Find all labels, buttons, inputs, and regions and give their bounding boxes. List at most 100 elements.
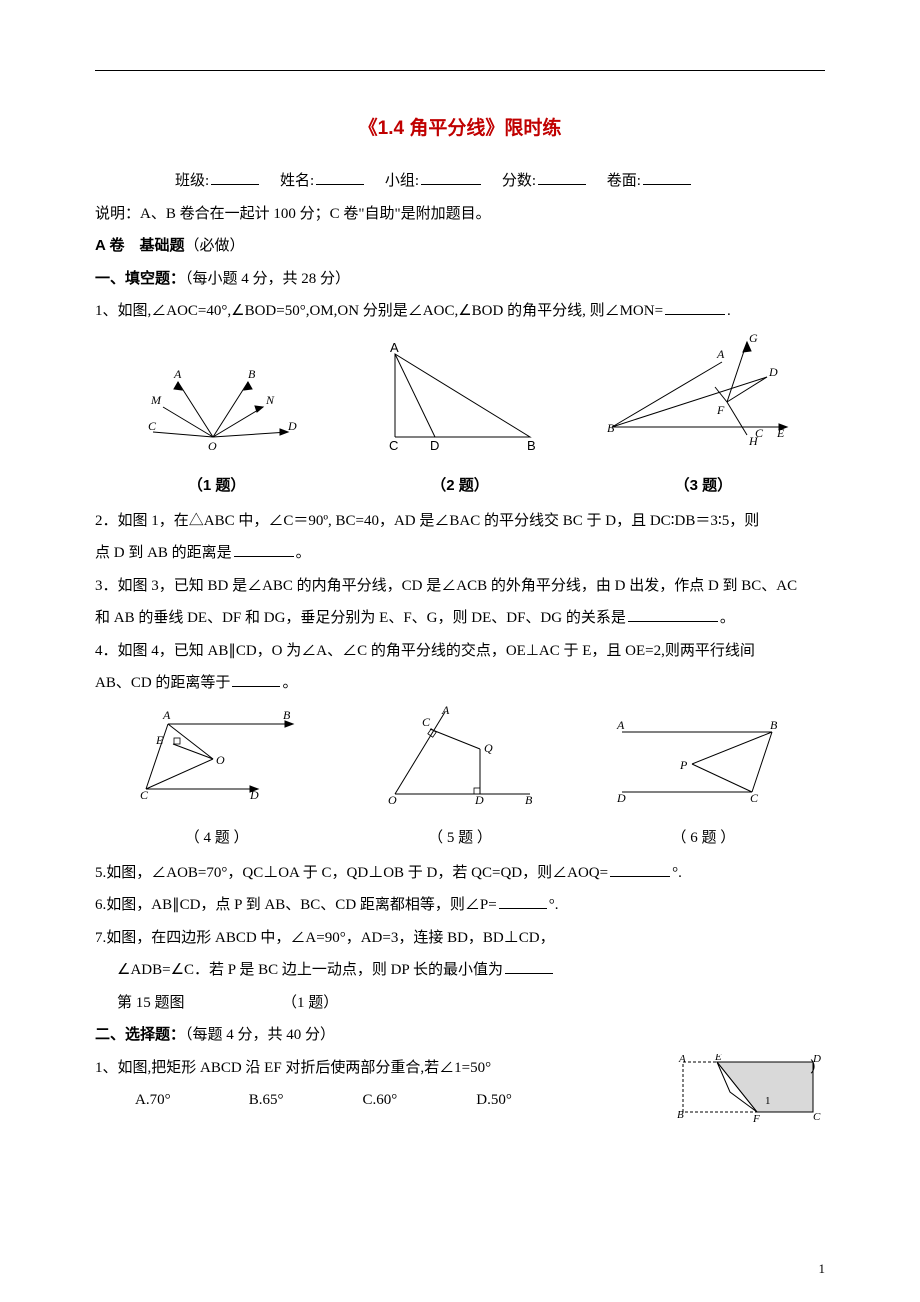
figure-row-1: A B M N C D O A C D xyxy=(105,332,815,463)
fill-heading-rest: （每小题 4 分，共 28 分） xyxy=(185,271,350,287)
section-a-bold: A 卷 基础题 xyxy=(95,237,184,254)
section-a-heading: A 卷 基础题（必做） xyxy=(95,232,825,261)
page-number: 1 xyxy=(819,1257,826,1282)
svg-text:A: A xyxy=(716,347,725,361)
figure-4: A B C D E O xyxy=(105,704,342,815)
svg-text:M: M xyxy=(150,393,162,407)
figure-5: A O B C Q D xyxy=(342,704,579,815)
svg-text:D: D xyxy=(287,419,297,433)
opt-a: A.70° xyxy=(135,1086,245,1115)
figure-captions-2: （ 4 题 ） （ 5 题 ） （ 6 题 ） xyxy=(95,824,825,853)
fill-q4-tail: 。 xyxy=(282,675,297,691)
svg-text:C: C xyxy=(422,715,431,729)
choice-q1-row: A E D B F C 1 1、如图,把矩形 ABCD 沿 EF 对折后使两部分… xyxy=(95,1054,825,1135)
cap-4: （ 4 题 ） xyxy=(95,824,338,853)
svg-text:D: D xyxy=(430,438,439,452)
cap-1: （1 题） xyxy=(95,472,338,501)
svg-text:C: C xyxy=(389,438,398,452)
cap-2: （2 题） xyxy=(338,472,581,501)
svg-text:D: D xyxy=(249,788,259,802)
doc-title: 《1.4 角平分线》限时练 xyxy=(95,111,825,147)
fill-q4-blank xyxy=(232,671,280,687)
fill-q6-blank xyxy=(499,893,547,909)
face-label: 卷面: xyxy=(607,173,641,189)
svg-text:D: D xyxy=(768,365,778,379)
fill-q7b-line: ∠ADB=∠C．若 P 是 BC 边上一动点，则 DP 长的最小值为 xyxy=(95,956,825,985)
score-label: 分数: xyxy=(502,173,536,189)
fill-q3-tail: 。 xyxy=(720,610,735,626)
figure-2: A C D B xyxy=(342,342,579,463)
fill-q7a: 7.如图，在四边形 ABCD 中，∠A=90°，AD=3，连接 BD，BD⊥CD… xyxy=(95,924,825,953)
svg-text:1: 1 xyxy=(765,1095,771,1107)
section-a-rest: （必做） xyxy=(184,238,244,254)
svg-text:O: O xyxy=(216,753,225,767)
svg-text:F: F xyxy=(716,403,725,417)
opt-b: B.65° xyxy=(249,1086,359,1115)
fill-heading-bold: 一、填空题： xyxy=(95,270,185,287)
svg-text:C: C xyxy=(755,426,764,440)
student-info-line: 班级: 姓名: 小组: 分数: 卷面: xyxy=(95,167,825,196)
svg-text:Q: Q xyxy=(484,741,493,755)
face-blank xyxy=(643,169,691,185)
fill-q7b: ∠ADB=∠C．若 P 是 BC 边上一动点，则 DP 长的最小值为 xyxy=(117,962,503,978)
svg-text:E: E xyxy=(714,1054,722,1063)
choice-q1: 1、如图,把矩形 ABCD 沿 EF 对折后使两部分重合,若∠1=50° xyxy=(95,1060,491,1076)
svg-text:C: C xyxy=(148,419,157,433)
svg-text:P: P xyxy=(679,758,688,772)
fill-q6-tail: °. xyxy=(549,897,559,913)
name-label: 姓名: xyxy=(280,173,314,189)
figure-3: B A D G F H C E xyxy=(578,332,815,463)
fill-q1: 1、如图,∠AOC=40°,∠BOD=50°,OM,ON 分别是∠AOC,∠BO… xyxy=(95,297,825,326)
group-blank xyxy=(421,169,481,185)
fill-q5-blank xyxy=(610,861,670,877)
svg-text:A: A xyxy=(162,708,171,722)
svg-text:C: C xyxy=(813,1111,821,1123)
fill-q6: 6.如图，AB∥CD，点 P 到 AB、BC、CD 距离都相等，则∠P= xyxy=(95,897,497,913)
svg-text:O: O xyxy=(388,793,397,804)
fill-q3b-line: 和 AB 的垂线 DE、DF 和 DG，垂足分别为 E、F、G，则 DE、DF、… xyxy=(95,604,825,633)
name-blank xyxy=(316,169,364,185)
fill-q4a: 4．如图 4，已知 AB∥CD，O 为∠A、∠C 的角平分线的交点，OE⊥AC … xyxy=(95,637,825,666)
fill-q3b: 和 AB 的垂线 DE、DF 和 DG，垂足分别为 E、F、G，则 DE、DF、… xyxy=(95,610,626,626)
svg-text:C: C xyxy=(140,788,149,802)
fill-q7c-line: 第 15 题图 （1 题） xyxy=(95,989,825,1018)
fill-q4b-line: AB、CD 的距离等于。 xyxy=(95,669,825,698)
svg-text:G: G xyxy=(749,332,758,345)
svg-text:A: A xyxy=(616,718,625,732)
fill-q2-tail: 。 xyxy=(296,545,311,561)
fill-q7c-a: 第 15 题图 xyxy=(117,995,185,1011)
svg-text:B: B xyxy=(283,708,291,722)
svg-text:B: B xyxy=(677,1109,684,1121)
svg-text:E: E xyxy=(776,426,785,440)
fill-q1-blank xyxy=(665,299,725,315)
fill-q2b-line: 点 D 到 AB 的距离是 。 xyxy=(95,539,825,568)
svg-text:D: D xyxy=(474,793,484,804)
figure-captions-1: （1 题） （2 题） （3 题） xyxy=(95,472,825,501)
fill-q1-tail: . xyxy=(727,303,731,319)
svg-text:C: C xyxy=(750,791,759,804)
note: 说明：A、B 卷合在一起计 100 分；C 卷"自助"是附加题目。 xyxy=(95,200,825,229)
svg-text:A: A xyxy=(173,367,182,381)
figure-1: A B M N C D O xyxy=(105,362,342,463)
choice-q1-paren: ） xyxy=(810,1054,825,1083)
fill-q2b: 点 D 到 AB 的距离是 xyxy=(95,545,232,561)
figure-6: A B D C P xyxy=(578,714,815,815)
fill-heading: 一、填空题：（每小题 4 分，共 28 分） xyxy=(95,265,825,294)
fill-q3-blank xyxy=(628,606,718,622)
fill-q5-tail: °. xyxy=(672,865,682,881)
cap-5: （ 5 题 ） xyxy=(338,824,581,853)
class-blank xyxy=(211,169,259,185)
top-rule xyxy=(95,70,825,71)
fill-q2-blank xyxy=(234,541,294,557)
fill-q5-line: 5.如图，∠AOB=70°，QC⊥OA 于 C，QD⊥OB 于 D，若 QC=Q… xyxy=(95,859,825,888)
fill-q7-blank xyxy=(505,958,553,974)
svg-text:A: A xyxy=(678,1054,686,1065)
fill-q1-text: 1、如图,∠AOC=40°,∠BOD=50°,OM,ON 分别是∠AOC,∠BO… xyxy=(95,303,663,319)
svg-text:O: O xyxy=(208,439,217,452)
group-label: 小组: xyxy=(385,173,419,189)
cap-3: （3 题） xyxy=(582,472,825,501)
fill-q7c-b: （1 题） xyxy=(282,995,338,1011)
choice-heading-bold: 二、选择题： xyxy=(95,1026,185,1043)
svg-text:A: A xyxy=(441,704,450,717)
svg-text:B: B xyxy=(525,793,533,804)
